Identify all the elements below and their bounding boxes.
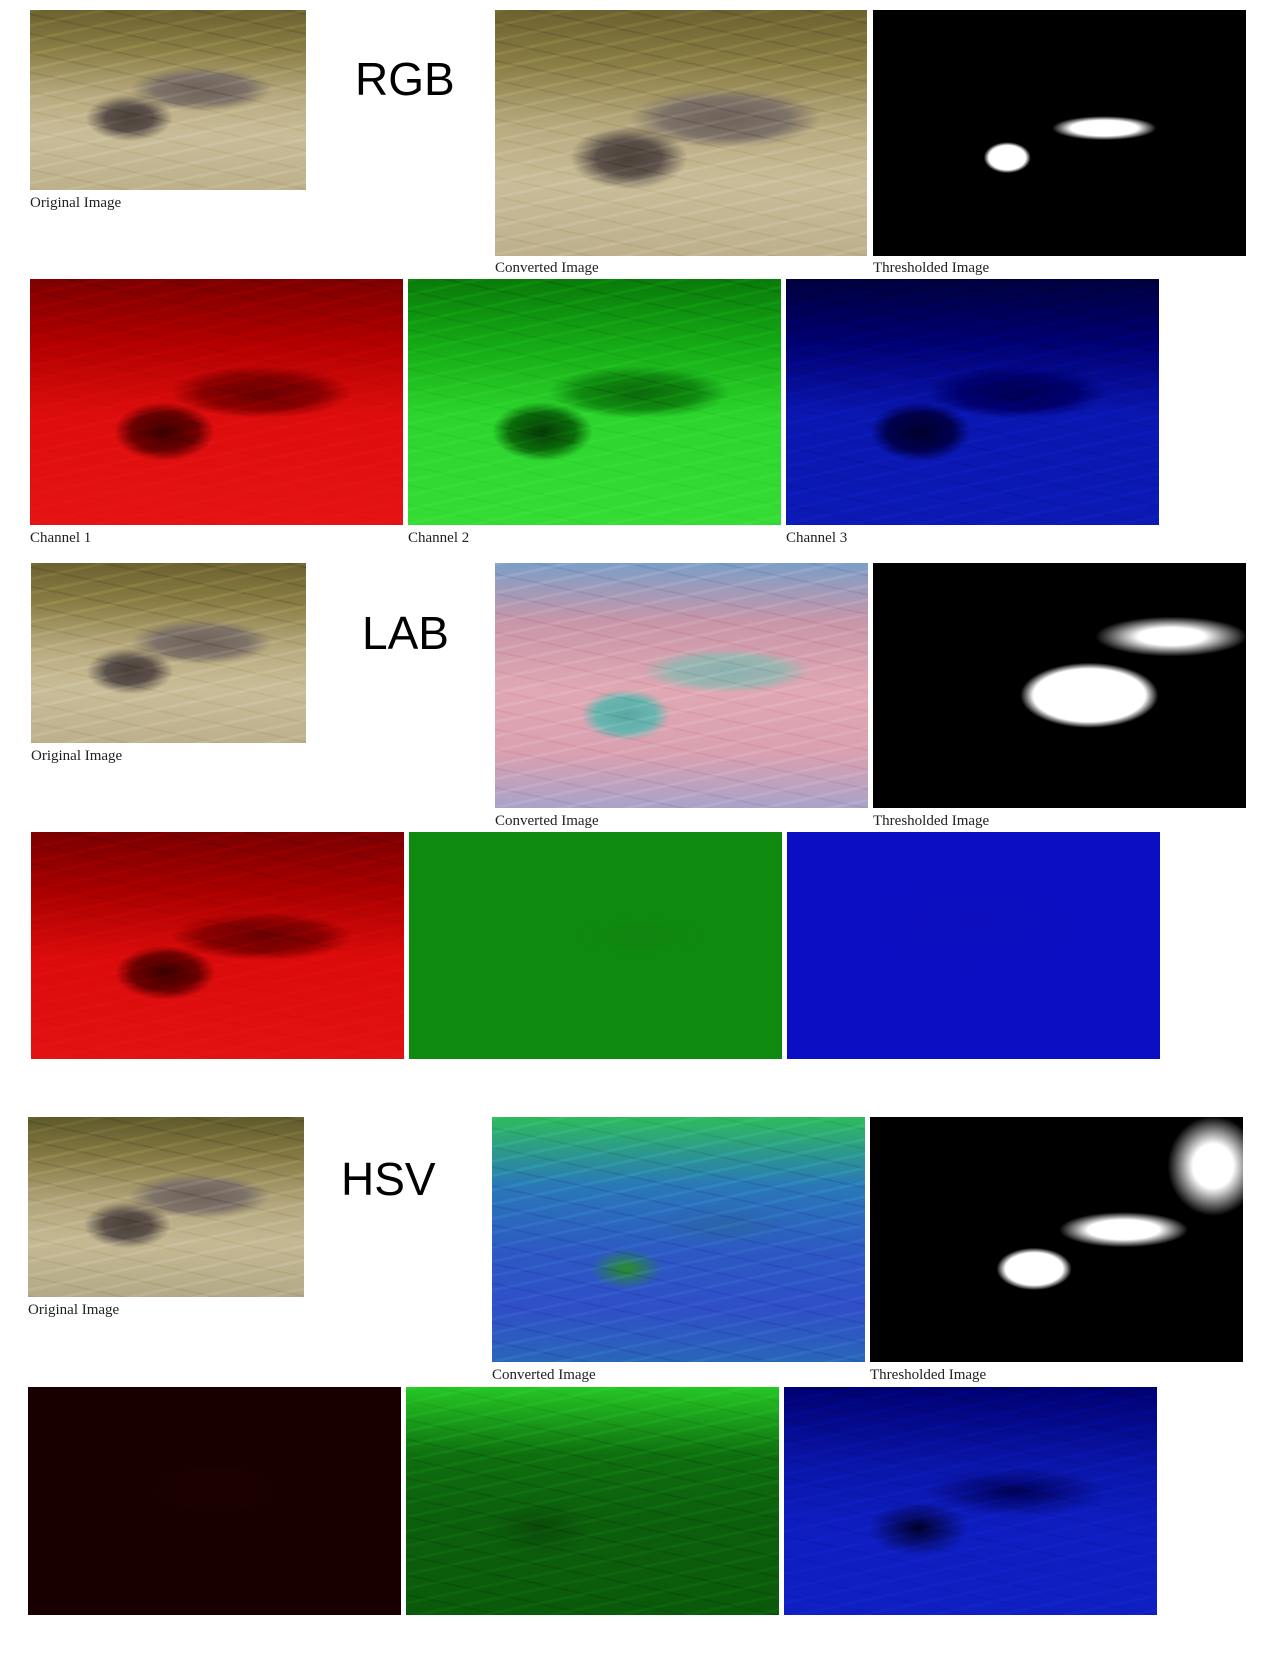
rgb-channel-3-caption: Channel 3 [786, 530, 848, 546]
hsv-channel-2-image [406, 1387, 779, 1615]
hsv-channel-1-image [28, 1387, 401, 1615]
lab-section-title: LAB [362, 607, 449, 659]
hsv-converted-caption: Converted Image [492, 1367, 596, 1383]
rgb-converted-image [495, 10, 867, 256]
hsv-section-title: HSV [341, 1153, 436, 1205]
rgb-channel-3-image [786, 279, 1159, 525]
lab-channel-1-image [31, 832, 404, 1059]
rgb-original-caption: Original Image [30, 195, 122, 211]
lab-thresholded-caption: Thresholded Image [873, 813, 990, 829]
lab-original-image [31, 563, 306, 743]
rgb-converted-caption: Converted Image [495, 260, 599, 276]
rgb-section-title: RGB [355, 53, 455, 105]
hsv-channel-3-image [784, 1387, 1157, 1615]
lab-thresholded-image [873, 563, 1246, 808]
hsv-thresholded-image [870, 1117, 1243, 1362]
hsv-original-caption: Original Image [28, 1302, 120, 1318]
lab-channel-3-image [787, 832, 1160, 1059]
hsv-original-image [28, 1117, 304, 1297]
rgb-channel-2-caption: Channel 2 [408, 530, 470, 546]
rgb-channel-1-caption: Channel 1 [30, 530, 92, 546]
rgb-channel-1-image [30, 279, 403, 525]
lab-channel-2-image [409, 832, 782, 1059]
rgb-original-image [30, 10, 306, 190]
lab-original-caption: Original Image [31, 748, 123, 764]
hsv-thresholded-caption: Thresholded Image [870, 1367, 987, 1383]
rgb-thresholded-image [873, 10, 1246, 256]
lab-converted-caption: Converted Image [495, 813, 599, 829]
lab-converted-image [495, 563, 868, 808]
rgb-channel-2-image [408, 279, 781, 525]
rgb-thresholded-caption: Thresholded Image [873, 260, 990, 276]
hsv-converted-image [492, 1117, 865, 1362]
